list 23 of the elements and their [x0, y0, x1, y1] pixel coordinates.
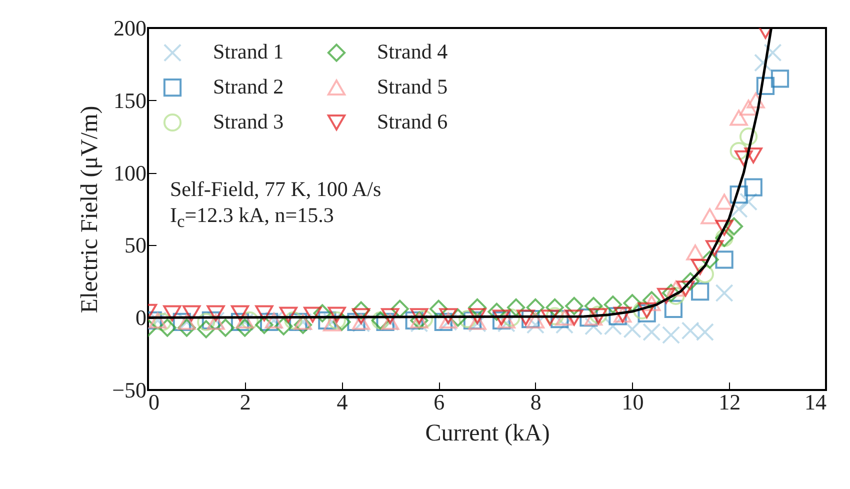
- legend-label: Strand 3: [213, 110, 284, 134]
- y-tick-label: 100: [114, 160, 146, 186]
- annotation: I$_{c}$=12.3 kA, n=15.3: [170, 202, 335, 234]
- y-tick-label: −50: [112, 378, 146, 402]
- y-axis-title: Electric Field (μV/m): [77, 106, 104, 314]
- legend-label: Strand 5: [377, 74, 448, 98]
- y-tick-label: 50: [124, 232, 146, 258]
- y-tick-label: 0: [136, 305, 146, 330]
- x-tick-label: 6: [434, 390, 445, 414]
- x-tick-label: 2: [240, 390, 251, 414]
- x-tick-label: 8: [530, 390, 542, 414]
- y-tick-label: 150: [114, 88, 146, 113]
- legend-label: Strand 2: [213, 74, 284, 98]
- x-tick-label: 12: [718, 390, 741, 414]
- legend-label: Strand 4: [377, 40, 448, 64]
- annotation: Self-Field, 77 K, 100 A/s: [170, 176, 382, 202]
- legend-label: Strand 1: [213, 40, 284, 64]
- x-axis-title: Current (kA): [425, 420, 550, 446]
- y-tick-label: 200: [114, 16, 146, 40]
- x-tick-label: 10: [622, 390, 644, 414]
- x-tick-label: 4: [336, 390, 348, 414]
- legend-label: Strand 6: [377, 110, 448, 134]
- x-tick-label: 14: [804, 390, 826, 414]
